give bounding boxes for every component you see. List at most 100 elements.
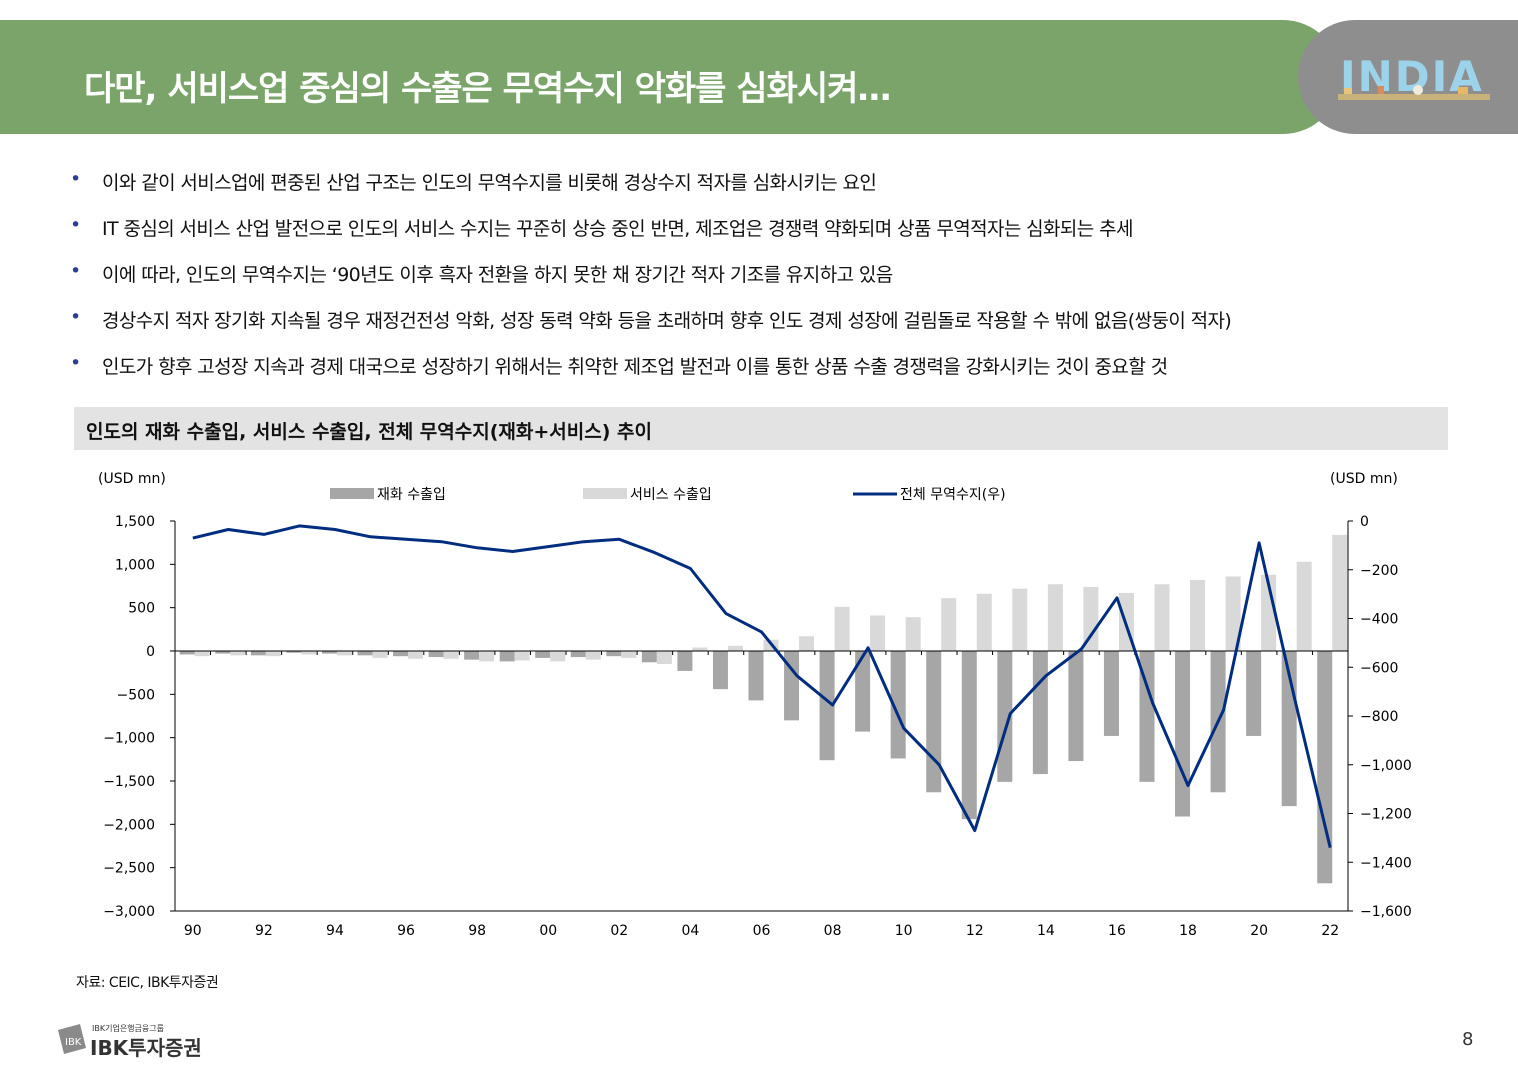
right-tick-label: 0 bbox=[1360, 514, 1369, 530]
goods-bar bbox=[179, 651, 195, 655]
bullet-text: IT 중심의 서비스 산업 발전으로 인도의 서비스 수지는 꾸준히 상승 중인… bbox=[102, 218, 1133, 240]
page-title: 다만, 서비스업 중심의 수출은 무역수지 악화를 심화시켜… bbox=[84, 69, 891, 109]
goods-bar bbox=[1246, 651, 1262, 736]
x-tick-label: 96 bbox=[397, 923, 415, 939]
svg-text:IBK: IBK bbox=[65, 1037, 82, 1048]
goods-bar bbox=[890, 651, 906, 759]
goods-bar bbox=[428, 651, 444, 658]
right-tick-label: −600 bbox=[1360, 660, 1398, 676]
right-axis-unit: (USD mn) bbox=[1330, 471, 1398, 487]
goods-bar bbox=[464, 651, 480, 660]
goods-bar bbox=[1175, 651, 1191, 817]
x-tick-label: 90 bbox=[184, 923, 202, 939]
left-tick-label: 0 bbox=[146, 644, 155, 660]
footer-group: IBK기업은행금융그룹 bbox=[92, 1024, 164, 1033]
x-tick-label: 16 bbox=[1108, 923, 1126, 939]
goods-bar bbox=[286, 651, 302, 653]
goods-bar bbox=[712, 651, 728, 690]
trade-balance-chart: (USD mn) (USD mn) 재화 수출입 서비스 수출입 전체 무역수지… bbox=[98, 471, 1412, 939]
goods-bar bbox=[855, 651, 871, 732]
services-bar bbox=[194, 651, 210, 657]
legend-balance-label: 전체 무역수지(우) bbox=[900, 487, 1006, 503]
services-bar bbox=[834, 606, 850, 651]
left-tick-label: −500 bbox=[117, 687, 155, 703]
india-skyline-icon bbox=[1338, 85, 1490, 100]
goods-bar bbox=[570, 651, 586, 658]
services-bar bbox=[1012, 588, 1028, 651]
goods-bar bbox=[250, 651, 266, 656]
services-bar bbox=[301, 651, 317, 655]
right-tick-label: −400 bbox=[1360, 612, 1398, 628]
bullet-dot: • bbox=[70, 306, 81, 328]
services-bar bbox=[1332, 534, 1348, 651]
services-bar bbox=[372, 651, 388, 658]
services-bar bbox=[727, 645, 743, 651]
services-bar bbox=[1190, 579, 1206, 651]
left-tick-label: −2,000 bbox=[103, 817, 155, 833]
services-bar bbox=[1261, 574, 1277, 651]
right-tick-label: −1,600 bbox=[1360, 904, 1412, 920]
bullet-dot: • bbox=[70, 168, 81, 190]
goods-bar bbox=[1068, 651, 1084, 762]
ibk-logo-icon: IBK bbox=[58, 1024, 86, 1054]
services-bar bbox=[336, 651, 352, 656]
bullet-dot: • bbox=[70, 214, 81, 236]
goods-bar bbox=[784, 651, 800, 721]
right-tick-label: −800 bbox=[1360, 709, 1398, 725]
services-bar bbox=[976, 593, 992, 651]
bullet-text: 이와 같이 서비스업에 편중된 산업 구조는 인도의 무역수지를 비롯해 경상수… bbox=[102, 172, 877, 194]
x-tick-label: 02 bbox=[610, 923, 628, 939]
goods-bar bbox=[606, 651, 622, 657]
chart-header: 인도의 재화 수출입, 서비스 수출입, 전체 무역수지(재화+서비스) 추이 bbox=[74, 407, 1448, 450]
title-bar bbox=[0, 20, 1340, 134]
x-tick-label: 18 bbox=[1179, 923, 1197, 939]
left-axis-unit: (USD mn) bbox=[98, 471, 166, 487]
services-bar bbox=[443, 651, 459, 659]
goods-bar bbox=[357, 651, 373, 656]
legend-goods-label: 재화 수출입 bbox=[377, 487, 446, 503]
services-bar bbox=[1047, 584, 1063, 651]
source-note: 자료: CEIC, IBK투자증권 bbox=[76, 975, 219, 991]
goods-bar bbox=[393, 651, 409, 657]
goods-bar bbox=[499, 651, 515, 662]
left-tick-label: 500 bbox=[128, 601, 155, 617]
services-bar bbox=[230, 651, 246, 656]
x-tick-label: 12 bbox=[966, 923, 984, 939]
left-tick-label: 1,500 bbox=[115, 514, 155, 530]
services-bar bbox=[585, 651, 601, 660]
legend-services-label: 서비스 수출입 bbox=[630, 487, 712, 503]
services-bar bbox=[265, 651, 281, 657]
goods-bar bbox=[748, 651, 764, 701]
legend-goods-swatch bbox=[330, 488, 374, 499]
footer-brand: IBK투자증권 bbox=[90, 1036, 202, 1060]
left-tick-label: −2,500 bbox=[103, 861, 155, 877]
right-tick-label: −200 bbox=[1360, 563, 1398, 579]
balance-line bbox=[192, 524, 1332, 848]
bullet-dot: • bbox=[70, 260, 81, 282]
left-tick-label: −1,500 bbox=[103, 774, 155, 790]
services-bar bbox=[514, 651, 530, 661]
x-tick-label: 98 bbox=[468, 923, 486, 939]
x-tick-label: 20 bbox=[1250, 923, 1268, 939]
goods-bar bbox=[1032, 651, 1048, 775]
goods-bar bbox=[321, 651, 337, 654]
chart-title: 인도의 재화 수출입, 서비스 수출입, 전체 무역수지(재화+서비스) 추이 bbox=[86, 421, 652, 443]
services-bar bbox=[799, 636, 815, 651]
services-bar bbox=[692, 647, 708, 651]
left-tick-label: −3,000 bbox=[103, 904, 155, 920]
services-bar bbox=[1083, 586, 1099, 651]
legend: 재화 수출입 서비스 수출입 전체 무역수지(우) bbox=[330, 487, 1006, 503]
bullet-dot: • bbox=[70, 352, 81, 374]
goods-bar bbox=[926, 651, 942, 793]
goods-bar bbox=[1139, 651, 1155, 782]
services-bar bbox=[1154, 584, 1170, 651]
x-tick-label: 14 bbox=[1037, 923, 1055, 939]
x-tick-label: 22 bbox=[1321, 923, 1339, 939]
goods-bar bbox=[1103, 651, 1119, 736]
bullet-text: 이에 따라, 인도의 무역수지는 ‘90년도 이후 흑자 전환을 하지 못한 채… bbox=[102, 264, 893, 286]
services-bar bbox=[870, 615, 886, 651]
x-tick-label: 00 bbox=[539, 923, 557, 939]
services-bar bbox=[479, 651, 495, 662]
x-tick-label: 92 bbox=[255, 923, 273, 939]
goods-bar bbox=[677, 651, 693, 671]
